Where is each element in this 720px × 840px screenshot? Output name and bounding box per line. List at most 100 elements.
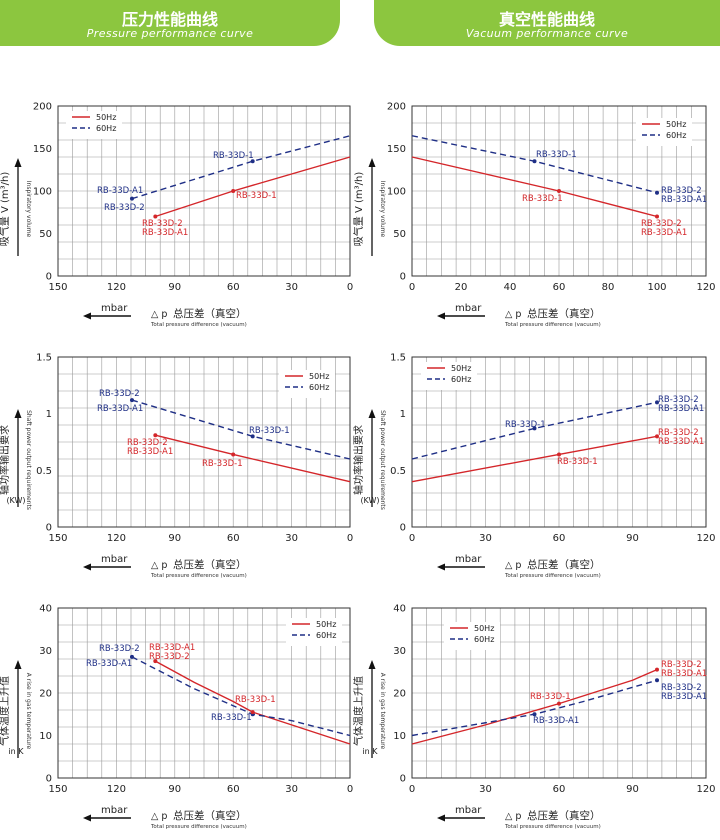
- model-annotation: RB-33D-1: [211, 713, 252, 723]
- y-axis-label-en: Inspiratory volume: [379, 181, 386, 238]
- x-tick-label: 120: [696, 784, 715, 795]
- unit-label: mbar: [455, 554, 482, 565]
- x-tick-label: 30: [479, 533, 492, 544]
- x-axis-label: 总压差（真空）: [527, 307, 601, 320]
- chart-2: 0 50 100 150 200 0 20 40 60 80 100 120 mbar △ p 总压差（真空…: [352, 102, 716, 329]
- model-annotation: RB-33D-A1: [661, 195, 707, 205]
- model-annotation: RB-33D-2: [658, 395, 699, 405]
- data-point: [655, 678, 659, 683]
- x-axis-symbol: △ p: [505, 560, 521, 571]
- legend-label: 60Hz: [474, 635, 494, 644]
- plot-frame: [57, 105, 351, 277]
- legend-label: 50Hz: [96, 113, 116, 122]
- data-point: [231, 189, 236, 193]
- model-annotation: RB-33D-1: [522, 194, 563, 204]
- x-tick-label: 0: [347, 784, 353, 795]
- model-annotation: RB-33D-A1: [658, 437, 704, 447]
- x-axis-label-en: Total pressure difference (vacuum): [504, 322, 601, 328]
- unit-label: mbar: [101, 554, 128, 565]
- x-tick-label: 90: [168, 533, 181, 544]
- series-line-50hz: [154, 660, 351, 745]
- data-point: [231, 452, 236, 457]
- x-tick-label: 60: [553, 282, 566, 293]
- x-tick-label: 40: [504, 282, 517, 293]
- x-tick-label: 30: [479, 784, 492, 795]
- model-annotation: RB-33D-2: [661, 660, 702, 670]
- y-axis-label-en: Shaft power output requirements: [25, 410, 32, 510]
- x-tick-label: 90: [168, 784, 181, 795]
- y-axis-unit: in K: [8, 747, 24, 756]
- plot-frame: [57, 356, 351, 528]
- model-annotation: RB-33D-A1: [86, 659, 132, 669]
- x-tick-label: 100: [647, 282, 666, 293]
- y-tick-label: 0: [46, 272, 52, 283]
- pressure-subtitle: Pressure performance curve: [86, 27, 254, 40]
- model-annotation: RB-33D-2: [104, 203, 145, 213]
- x-axis-label: 总压差（真空）: [173, 809, 247, 822]
- model-annotation: RB-33D-1: [213, 151, 254, 161]
- x-axis-label: 总压差（真空）: [173, 558, 247, 571]
- data-point: [153, 214, 158, 219]
- x-axis-symbol: △ p: [151, 811, 167, 822]
- chart-legend: 50Hz 60Hz: [421, 362, 477, 390]
- legend-background: [444, 622, 500, 650]
- data-point: [557, 189, 561, 193]
- model-annotation: RB-33D-A1: [641, 228, 687, 238]
- model-annotation: RB-33D-1: [249, 426, 290, 436]
- y-arrow-head: [368, 660, 376, 669]
- x-tick-label: 30: [285, 533, 298, 544]
- vacuum-title: 真空性能曲线: [498, 10, 595, 29]
- model-annotation: RB-33D-1: [235, 695, 276, 705]
- unit-label: mbar: [101, 805, 128, 816]
- y-axis-label: 轴功率输出要求: [352, 425, 365, 495]
- data-point: [129, 196, 134, 201]
- series-line-60hz: [131, 656, 351, 737]
- model-annotation: RB-33D-1: [236, 191, 277, 201]
- data-point: [557, 452, 561, 457]
- chart-legend: 50Hz 60Hz: [66, 111, 122, 139]
- y-tick-label: 150: [387, 144, 406, 155]
- x-tick-label: 120: [696, 282, 715, 293]
- data-point: [250, 159, 255, 164]
- legend-label: 50Hz: [451, 364, 471, 373]
- model-annotation: RB-33D-2: [99, 389, 140, 399]
- model-annotation: RB-33D-2: [658, 428, 699, 438]
- x-tick-label: 0: [409, 282, 415, 293]
- x-tick-label: 30: [285, 282, 298, 293]
- y-axis-label: 吸气量 V (m³/h): [352, 172, 365, 247]
- y-tick-label: 100: [33, 187, 52, 198]
- x-tick-label: 30: [285, 784, 298, 795]
- model-annotation: RB-33D-2: [142, 219, 183, 229]
- legend-label: 60Hz: [316, 631, 336, 640]
- x-axis-label-en: Total pressure difference (vacuum): [150, 824, 247, 830]
- unit-arrow-head: [83, 563, 91, 571]
- chart-4: 0 0.5 1 1.5 0 30 60 90 120 mbar △ p 总压差（真空） Total pr…: [352, 353, 716, 580]
- y-axis-label-en: Inspiratory volume: [25, 181, 32, 238]
- x-tick-label: 150: [48, 533, 67, 544]
- legend-label: 50Hz: [474, 624, 494, 633]
- y-tick-label: 50: [39, 229, 52, 240]
- unit-label: mbar: [455, 303, 482, 314]
- legend-label: 60Hz: [96, 124, 116, 133]
- x-tick-label: 60: [553, 533, 566, 544]
- data-point: [153, 659, 158, 664]
- unit-arrow-head: [437, 312, 445, 320]
- x-axis-label: 总压差（真空）: [527, 558, 601, 571]
- x-tick-label: 90: [626, 533, 639, 544]
- x-tick-label: 0: [347, 533, 353, 544]
- y-arrow-head: [368, 158, 376, 167]
- page-header: 压力性能曲线 Pressure performance curve 真空性能曲线…: [0, 0, 720, 46]
- series-line-60hz: [131, 135, 351, 200]
- data-point: [655, 214, 659, 219]
- y-axis-unit: in K: [362, 747, 378, 756]
- chart-3: 0 0.5 1 1.5 150 120 90 60 30 0 mbar △ p 总压差（真空） Total…: [0, 353, 353, 580]
- y-tick-label: 10: [393, 731, 406, 742]
- x-tick-label: 80: [602, 282, 615, 293]
- y-arrow-head: [368, 409, 376, 418]
- data-point: [129, 654, 134, 659]
- y-axis-label: 气体温度上升值: [0, 676, 11, 746]
- legend-background: [286, 618, 342, 646]
- legend-label: 50Hz: [666, 120, 686, 129]
- y-tick-label: 30: [39, 646, 52, 657]
